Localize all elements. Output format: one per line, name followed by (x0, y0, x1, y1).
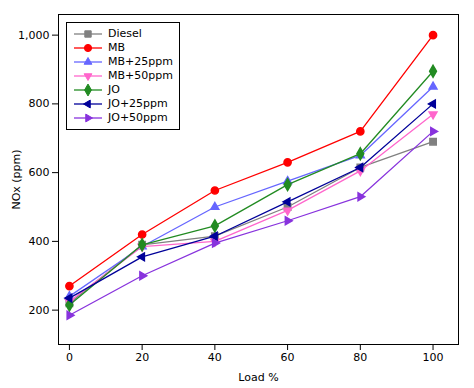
svg-text:80: 80 (353, 351, 367, 364)
svg-text:100: 100 (423, 351, 444, 364)
html-text:MB: MB (108, 41, 125, 54)
svg-text:Load %: Load % (238, 371, 278, 384)
html-text:JO: JO (108, 83, 120, 96)
svg-text:0: 0 (66, 351, 73, 364)
html-text:Diesel: Diesel (108, 27, 142, 40)
html-text:JO+50ppm: JO+50ppm (108, 111, 168, 124)
html-text:MB+25ppm: MB+25ppm (108, 55, 173, 68)
svg-text:60: 60 (281, 351, 295, 364)
html-text:JO+25ppm: JO+25ppm (108, 97, 168, 110)
svg-text:200: 200 (29, 304, 50, 317)
svg-text:40: 40 (208, 351, 222, 364)
svg-text:NOx (ppm): NOx (ppm) (10, 149, 23, 209)
svg-text:20: 20 (135, 351, 149, 364)
svg-text:800: 800 (29, 97, 50, 110)
svg-text:1,000: 1,000 (18, 29, 50, 42)
svg-text:600: 600 (29, 166, 50, 179)
html-text:MB+50ppm: MB+50ppm (108, 69, 173, 82)
svg-text:400: 400 (29, 235, 50, 248)
